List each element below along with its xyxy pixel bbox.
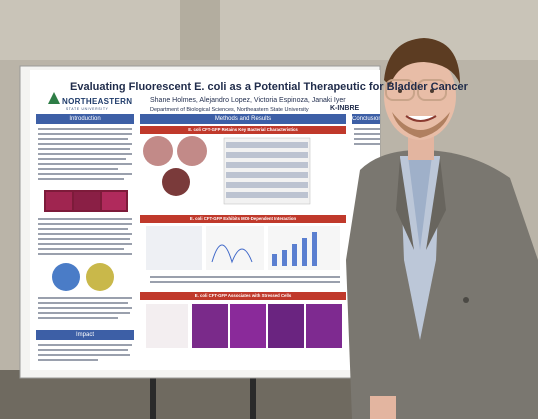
presenter	[346, 38, 538, 419]
panel-header-1: E. coli CFT-GFP Retains Key Bacterial Ch…	[188, 127, 298, 132]
university-logo: NORTHEASTERN	[62, 97, 133, 106]
panel-header-2: E. coli CFT-GFP Exhibits MOI-Dependent I…	[189, 216, 297, 221]
sponsor-logo: K-INBRE	[330, 105, 360, 112]
university-logo-sub: STATE UNIVERSITY	[66, 107, 109, 111]
section-impact: Impact	[75, 332, 94, 338]
poster-department: Department of Biological Sciences, North…	[150, 107, 309, 113]
panel-header-3: E. coli CFT-GFP Associates with Stressed…	[194, 293, 292, 298]
section-introduction: Introduction	[69, 116, 101, 122]
section-conclusion: Conclusion	[352, 116, 380, 122]
poster-title: Evaluating Fluorescent E. coli as a Pote…	[70, 81, 468, 93]
section-methods: Methods and Results	[214, 116, 272, 122]
poster-authors: Shane Holmes, Alejandro Lopez, Victoria …	[150, 97, 346, 104]
poster	[30, 70, 380, 370]
